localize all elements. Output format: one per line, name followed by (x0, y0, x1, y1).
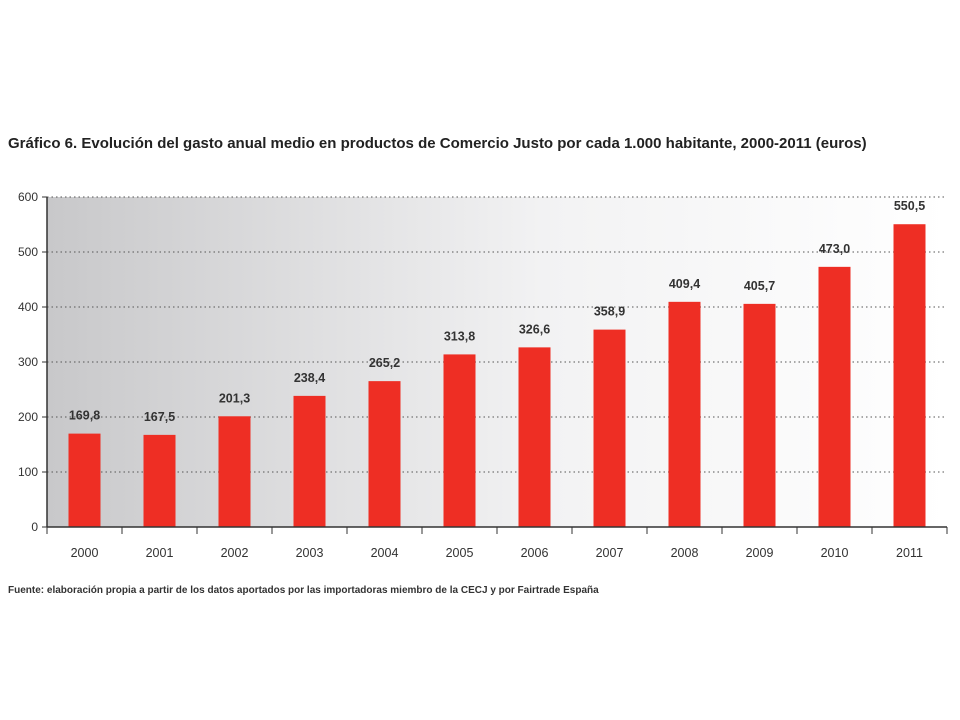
x-tick-label: 2011 (896, 546, 923, 560)
x-tick-label: 2008 (671, 546, 699, 560)
bar (218, 416, 251, 527)
x-tick-label: 2006 (521, 546, 549, 560)
chart-title: Gráfico 6. Evolución del gasto anual med… (8, 135, 867, 152)
bar (443, 354, 476, 527)
y-tick-label: 200 (18, 410, 38, 424)
data-label: 473,0 (819, 242, 850, 256)
bar (518, 347, 551, 527)
bar (293, 395, 326, 527)
data-label: 167,5 (144, 410, 175, 424)
y-tick-label: 600 (18, 190, 38, 204)
y-tick-label: 500 (18, 245, 38, 259)
x-tick-label: 2002 (221, 546, 249, 560)
data-label: 409,4 (669, 277, 700, 291)
y-tick-label: 300 (18, 355, 38, 369)
x-tick-label: 2010 (821, 546, 849, 560)
bar (818, 266, 851, 527)
y-tick-label: 100 (18, 465, 38, 479)
bar (893, 224, 926, 527)
bar (668, 301, 701, 527)
x-tick-label: 2004 (371, 546, 399, 560)
bars: 169,8 167,5 201,3 238,4 265,2 313,8 326,6 358,9… (68, 199, 926, 527)
data-label: 265,2 (369, 356, 400, 370)
data-label: 313,8 (444, 329, 475, 343)
bar (68, 433, 101, 527)
x-tick-label: 2001 (146, 546, 174, 560)
x-tick-label: 2005 (446, 546, 474, 560)
bar (743, 303, 776, 527)
data-label: 405,7 (744, 279, 775, 293)
chart-source-note: Fuente: elaboración propia a partir de l… (8, 585, 599, 596)
y-tick-label: 400 (18, 300, 38, 314)
x-axis: 2000 2001 2002 2003 2004 2005 2006 2007 2008 2009… (46, 526, 948, 560)
data-label: 201,3 (219, 391, 250, 405)
data-label: 550,5 (894, 199, 925, 213)
bar (143, 434, 176, 527)
data-label: 358,9 (594, 305, 625, 319)
data-label: 238,4 (294, 371, 325, 385)
x-tick-label: 2000 (71, 546, 99, 560)
bar (368, 381, 401, 527)
x-tick-label: 2009 (746, 546, 774, 560)
y-tick-label: 0 (31, 520, 38, 534)
data-label: 326,6 (519, 322, 550, 336)
x-tick-label: 2007 (596, 546, 624, 560)
bar (593, 329, 626, 527)
x-tick-label: 2003 (296, 546, 324, 560)
data-label: 169,8 (69, 409, 100, 423)
gridlines (47, 196, 947, 473)
y-axis: 0 100 200 300 400 500 600 (18, 190, 48, 534)
